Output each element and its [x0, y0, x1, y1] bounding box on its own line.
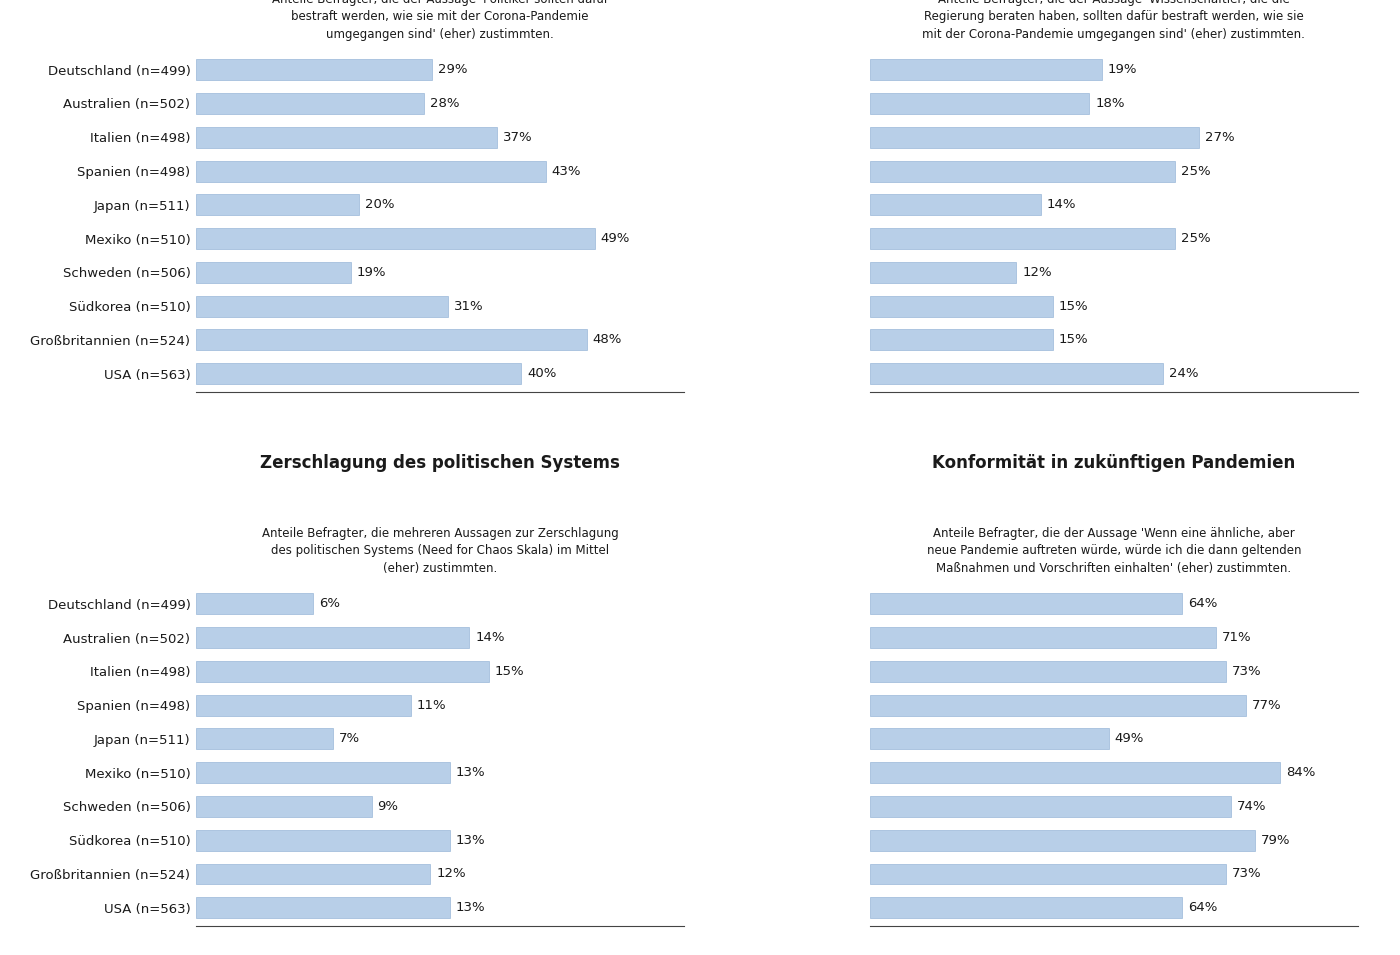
Text: 64%: 64% — [1189, 902, 1218, 914]
Text: 31%: 31% — [454, 300, 484, 312]
Bar — [869, 228, 1175, 249]
Bar — [869, 830, 1256, 851]
Text: 13%: 13% — [456, 834, 486, 847]
Bar — [196, 296, 448, 317]
Text: 14%: 14% — [1047, 199, 1077, 211]
Bar — [196, 195, 358, 215]
Text: 77%: 77% — [1252, 699, 1281, 711]
Text: Anteile Befragter, die der Aussage 'Politiker sollten dafür
bestraft werden, wie: Anteile Befragter, die der Aussage 'Poli… — [272, 0, 609, 41]
Text: 64%: 64% — [1189, 597, 1218, 610]
Bar — [196, 830, 449, 851]
Text: 84%: 84% — [1285, 766, 1315, 779]
Text: Anteile Befragter, die der Aussage 'Wissenschaftler, die die
Regierung beraten h: Anteile Befragter, die der Aussage 'Wiss… — [923, 0, 1305, 41]
Text: 19%: 19% — [1107, 63, 1137, 76]
Text: 12%: 12% — [1022, 265, 1051, 279]
Text: Anteile Befragter, die mehreren Aussagen zur Zerschlagung
des politischen System: Anteile Befragter, die mehreren Aussagen… — [262, 527, 619, 575]
Text: 6%: 6% — [319, 597, 340, 610]
Bar — [869, 262, 1016, 283]
Text: 25%: 25% — [1180, 232, 1211, 245]
Bar — [196, 59, 433, 80]
Bar — [196, 661, 489, 682]
Text: 7%: 7% — [339, 732, 360, 745]
Bar — [196, 127, 497, 148]
Text: 14%: 14% — [475, 631, 505, 644]
Text: 37%: 37% — [503, 131, 532, 144]
Text: 9%: 9% — [378, 800, 399, 813]
Text: 19%: 19% — [357, 265, 386, 279]
Bar — [196, 762, 449, 783]
Bar — [869, 329, 1053, 350]
Bar — [869, 195, 1040, 215]
Bar — [869, 694, 1246, 715]
Text: 49%: 49% — [601, 232, 630, 245]
Text: 73%: 73% — [1232, 665, 1261, 678]
Bar — [869, 93, 1089, 114]
Text: 29%: 29% — [438, 63, 468, 76]
Text: 13%: 13% — [456, 766, 486, 779]
Bar — [869, 363, 1163, 384]
Bar — [196, 228, 595, 249]
Text: 11%: 11% — [417, 699, 447, 711]
Text: 74%: 74% — [1238, 800, 1267, 813]
Text: Anteile Befragter, die der Aussage 'Wenn eine ähnliche, aber
neue Pandemie auftr: Anteile Befragter, die der Aussage 'Wenn… — [927, 527, 1301, 575]
Text: 25%: 25% — [1180, 164, 1211, 178]
Bar — [869, 762, 1280, 783]
Bar — [196, 729, 333, 750]
Bar — [869, 296, 1053, 317]
Text: 43%: 43% — [552, 164, 581, 178]
Bar — [869, 160, 1175, 181]
Text: 15%: 15% — [494, 665, 525, 678]
Bar — [196, 796, 372, 817]
Text: 12%: 12% — [437, 867, 466, 881]
Text: 18%: 18% — [1095, 97, 1124, 110]
Text: 13%: 13% — [456, 902, 486, 914]
Bar — [196, 329, 587, 350]
Bar — [869, 796, 1231, 817]
Text: 20%: 20% — [364, 199, 395, 211]
Text: 49%: 49% — [1114, 732, 1144, 745]
Text: 15%: 15% — [1058, 333, 1088, 347]
Text: Zerschlagung des politischen Systems: Zerschlagung des politischen Systems — [260, 454, 620, 472]
Bar — [196, 160, 546, 181]
Bar — [196, 863, 430, 884]
Bar — [869, 863, 1226, 884]
Bar — [196, 363, 521, 384]
Bar — [869, 729, 1109, 750]
Bar — [869, 898, 1182, 919]
Text: 27%: 27% — [1205, 131, 1235, 144]
Bar — [196, 93, 424, 114]
Text: 15%: 15% — [1058, 300, 1088, 312]
Text: 71%: 71% — [1222, 631, 1252, 644]
Text: 40%: 40% — [528, 368, 557, 380]
Text: 48%: 48% — [592, 333, 622, 347]
Bar — [196, 593, 314, 614]
Bar — [196, 262, 350, 283]
Text: 24%: 24% — [1169, 368, 1198, 380]
Bar — [869, 127, 1200, 148]
Text: Konformität in zukünftigen Pandemien: Konformität in zukünftigen Pandemien — [932, 454, 1295, 472]
Bar — [869, 59, 1102, 80]
Text: 73%: 73% — [1232, 867, 1261, 881]
Bar — [869, 661, 1226, 682]
Bar — [196, 627, 469, 648]
Bar — [196, 898, 449, 919]
Bar — [869, 593, 1182, 614]
Text: 79%: 79% — [1261, 834, 1291, 847]
Bar — [869, 627, 1217, 648]
Text: 28%: 28% — [430, 97, 459, 110]
Bar — [196, 694, 410, 715]
